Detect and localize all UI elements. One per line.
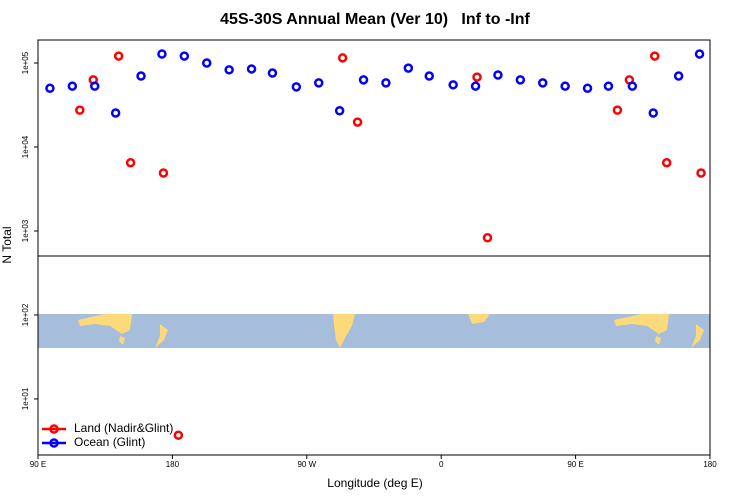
data-point [470,81,481,91]
y-tick-label: 1e+04 [21,135,30,158]
data-point [694,49,705,59]
data-point [515,75,526,85]
x-tick-label: 180 [703,460,717,469]
data-point [649,51,660,61]
data-point [291,82,302,92]
land-shape [655,336,661,345]
data-point [201,58,212,68]
data-point [113,51,124,61]
data-point [560,81,570,91]
data-point [89,81,100,91]
data-point [381,78,391,88]
data-point [224,65,234,75]
data-point [267,68,278,78]
data-point [352,117,363,127]
x-tick-label: 90 W [297,460,316,469]
data-point [179,51,190,61]
x-tick-label: 180 [166,460,180,469]
x-tick-label: 90 E [30,460,46,469]
data-point [612,105,623,115]
y-tick-label: 1e+02 [21,303,30,326]
land-shape [78,314,132,334]
data-point [136,71,146,81]
legend-label: Ocean (Glint) [74,435,145,449]
data-point [603,81,614,91]
legend-marker [49,438,59,448]
data-point [125,157,136,168]
legend-label: Land (Nadir&Glint) [74,421,173,435]
land-shape [333,314,355,348]
land-shape [119,336,125,345]
data-point [673,71,684,81]
data-point [358,75,369,85]
chart-title: 45S-30S Annual Mean (Ver 10) Inf to -Inf [220,11,530,28]
x-tick-label: 90 E [567,460,583,469]
data-point [337,53,348,63]
plot-frame [37,39,711,456]
land-shape [468,314,490,324]
data-point [696,168,706,178]
data-point [45,83,55,94]
data-point [661,157,672,168]
y-tick-label: 1e+01 [21,387,30,410]
data-point [472,72,482,82]
data-point [537,78,548,88]
land-shape [614,314,669,334]
land-shape [155,324,168,348]
data-point [582,83,593,94]
ocean-band [38,314,710,348]
data-point [75,105,85,115]
data-point [424,71,435,81]
x-tick-label: 0 [439,460,444,469]
data-point [158,168,169,178]
x-axis-label: Longitude (deg E) [327,476,422,490]
data-point [482,233,493,243]
data-point [448,80,458,90]
land-shape [691,324,704,348]
data-point [110,108,121,118]
data-point [246,64,257,74]
data-point [627,81,638,91]
data-point [403,63,414,73]
data-point [493,70,503,80]
data-point [334,106,345,116]
data-point [157,49,167,59]
legend-marker [49,424,59,434]
y-tick-label: 1e+03 [21,219,30,242]
map-strip [38,314,710,348]
data-point [67,81,78,91]
data-point [648,108,659,118]
data-point [173,430,184,440]
y-tick-label: 1e+05 [21,51,30,74]
y-axis-label: N Total [0,226,14,263]
data-point [313,78,324,88]
